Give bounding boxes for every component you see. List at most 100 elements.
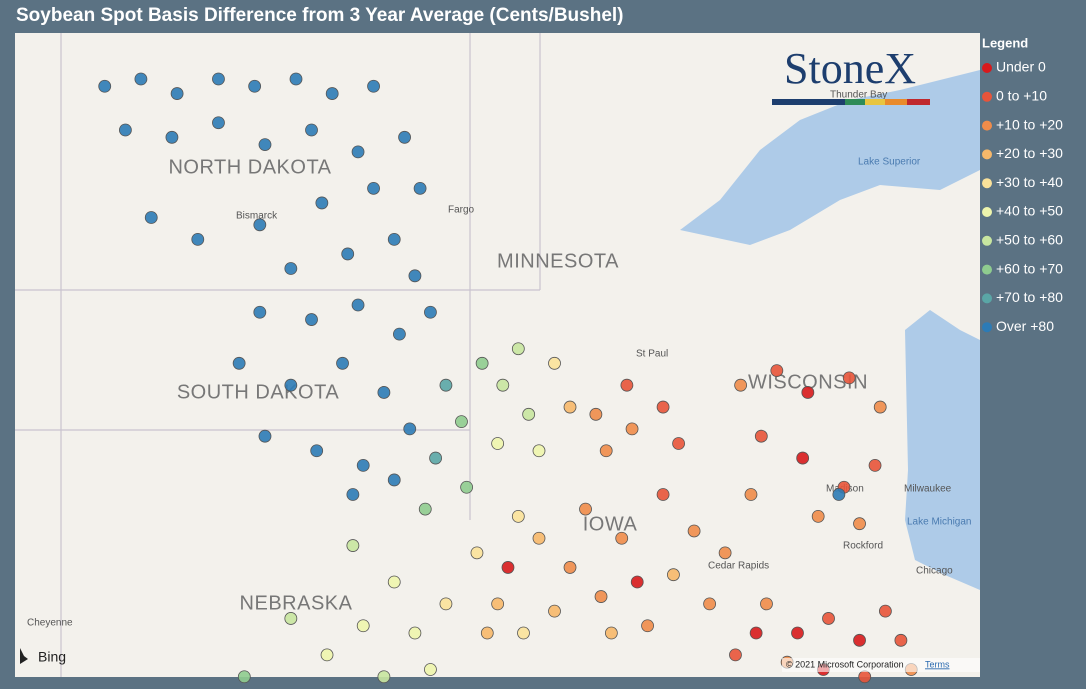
data-point <box>232 356 246 370</box>
data-point <box>511 509 525 523</box>
data-point <box>418 502 432 516</box>
data-point <box>656 400 670 414</box>
data-point <box>119 123 132 137</box>
data-point <box>532 444 546 458</box>
data-point <box>284 378 298 392</box>
data-point <box>305 123 318 137</box>
data-point <box>237 670 251 684</box>
legend-marker[interactable] <box>982 322 992 333</box>
data-point <box>408 269 422 283</box>
data-point <box>801 386 815 399</box>
data-point <box>258 429 272 443</box>
legend: Under 0 0 to +10 +10 to +20 +20 to +30 +30 t… <box>982 59 1063 334</box>
data-point <box>398 130 411 144</box>
legend-marker[interactable] <box>982 91 992 102</box>
legend-label[interactable]: Over +80 <box>996 318 1054 334</box>
data-point <box>439 378 453 392</box>
data-point <box>873 400 887 414</box>
legend-marker[interactable] <box>982 149 992 160</box>
city-label: St Paul <box>636 349 668 360</box>
legend-marker[interactable] <box>982 235 992 246</box>
data-point <box>563 561 577 574</box>
state-label: SOUTH DAKOTA <box>177 381 339 403</box>
data-point <box>517 626 530 640</box>
map: NORTH DAKOTA MINNESOTA SOUTH DAKOTA WISC… <box>15 33 980 684</box>
data-point <box>744 488 758 501</box>
data-point <box>511 342 525 356</box>
data-point <box>144 211 158 224</box>
data-point <box>98 79 112 93</box>
data-point <box>868 458 882 472</box>
data-point <box>377 670 391 684</box>
data-point <box>858 670 872 684</box>
data-point <box>703 597 717 611</box>
logo: StoneX <box>772 44 930 105</box>
terms-link[interactable]: Terms <box>925 659 950 669</box>
data-point <box>878 604 892 618</box>
legend-label[interactable]: +70 to +80 <box>996 289 1063 305</box>
data-point <box>170 87 184 100</box>
city-label: Bismarck <box>236 211 278 222</box>
state-label: NORTH DAKOTA <box>168 156 331 178</box>
data-point <box>754 429 768 443</box>
data-point <box>548 604 561 618</box>
data-point <box>346 488 360 501</box>
data-point <box>832 488 846 501</box>
city-label: Fargo <box>448 205 475 216</box>
legend-marker[interactable] <box>982 63 992 73</box>
data-point <box>387 575 401 589</box>
logo-text: StoneX <box>784 44 916 93</box>
data-point <box>305 313 318 326</box>
data-point <box>480 626 494 640</box>
data-point <box>894 633 908 647</box>
city-label: Milwaukee <box>904 484 952 495</box>
lake-michigan-shape <box>905 310 980 590</box>
data-point <box>165 130 179 144</box>
data-point <box>315 196 329 210</box>
data-point <box>393 327 406 341</box>
data-point <box>641 619 654 633</box>
data-point <box>822 612 835 625</box>
legend-label[interactable]: 0 to +10 <box>996 88 1047 104</box>
city-label: Cheyenne <box>27 618 73 629</box>
legend-label[interactable]: +20 to +30 <box>996 145 1063 161</box>
data-point <box>532 531 546 545</box>
data-point <box>325 87 339 100</box>
data-point <box>491 597 505 611</box>
data-point <box>853 517 866 531</box>
data-point <box>687 524 701 538</box>
data-point <box>718 546 732 560</box>
data-point <box>625 422 639 436</box>
lake-label: Lake Michigan <box>907 517 971 528</box>
data-point <box>439 597 453 611</box>
legend-marker[interactable] <box>982 293 992 304</box>
data-point <box>760 597 773 611</box>
legend-label[interactable]: +60 to +70 <box>996 260 1063 276</box>
state-borders <box>15 33 541 677</box>
data-point <box>367 181 380 195</box>
lake-superior-shape <box>680 70 980 245</box>
data-point <box>729 648 742 662</box>
city-label: Rockford <box>843 541 883 552</box>
legend-label[interactable]: +50 to +60 <box>996 232 1063 248</box>
data-point <box>749 626 763 640</box>
legend-label[interactable]: +30 to +40 <box>996 174 1063 190</box>
attribution-bg <box>782 658 980 672</box>
data-point <box>284 612 298 625</box>
data-point <box>563 400 577 414</box>
data-point <box>191 232 205 246</box>
legend-label[interactable]: +40 to +50 <box>996 203 1063 219</box>
legend-label[interactable]: +10 to +20 <box>996 116 1063 132</box>
data-point <box>408 626 422 640</box>
legend-marker[interactable] <box>982 264 992 275</box>
data-point <box>253 218 267 232</box>
legend-marker[interactable] <box>982 120 992 131</box>
legend-label[interactable]: Under 0 <box>996 59 1046 75</box>
data-point <box>424 663 437 676</box>
data-point <box>258 138 272 152</box>
data-point <box>522 407 536 421</box>
data-point <box>475 356 489 370</box>
legend-marker[interactable] <box>982 207 992 217</box>
data-point <box>248 79 262 93</box>
legend-marker[interactable] <box>982 178 992 189</box>
